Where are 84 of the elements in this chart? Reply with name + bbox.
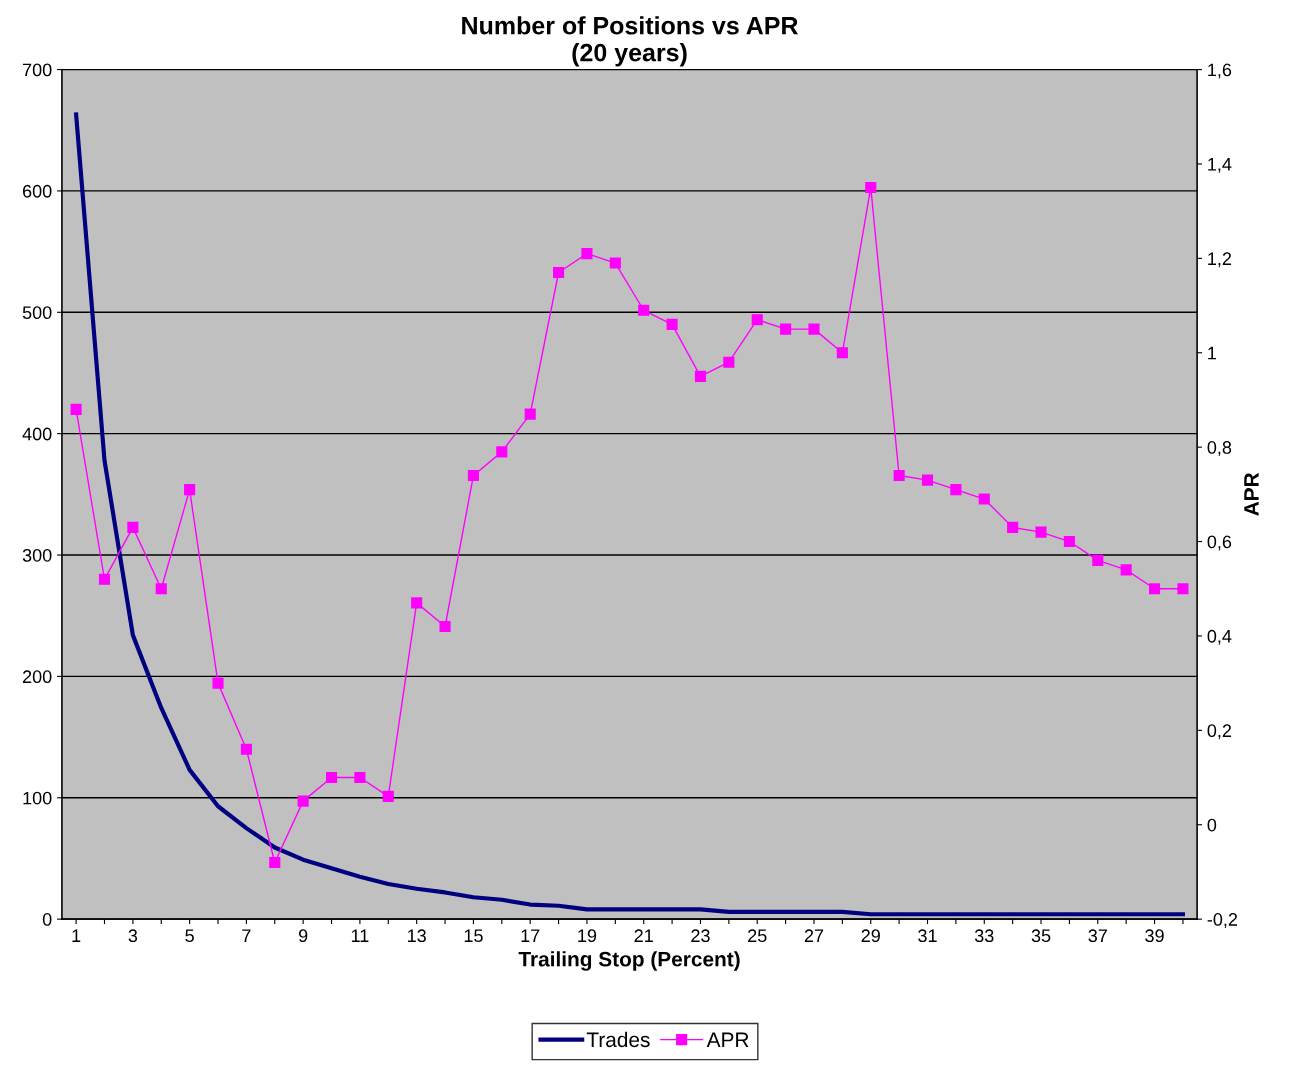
y-tick-label: 100 xyxy=(23,791,52,805)
y2-tick-label: 1,2 xyxy=(1208,252,1232,268)
x-tick-label: 35 xyxy=(1031,929,1051,943)
x-tick-label: 5 xyxy=(185,929,194,943)
point xyxy=(467,469,479,482)
y-tick-label: 700 xyxy=(23,63,52,77)
point xyxy=(524,408,536,420)
y2-tick-label: -0,2 xyxy=(1207,913,1238,928)
x-tick-label: 27 xyxy=(804,929,824,942)
x-tick-label: 19 xyxy=(578,929,597,943)
y2-tick-label: 1 xyxy=(1208,346,1216,360)
x-tick-label: 37 xyxy=(1088,929,1107,943)
point xyxy=(127,521,139,533)
point xyxy=(297,795,309,807)
y2-tick-label: 0,6 xyxy=(1207,535,1232,551)
y2-tick-label: 1,6 xyxy=(1208,63,1232,79)
y2-axis-title: APR xyxy=(1244,472,1259,516)
y2-tick-label: 1,4 xyxy=(1208,158,1232,173)
legend-label: Trades xyxy=(586,1031,650,1048)
point xyxy=(325,771,338,784)
point xyxy=(638,304,650,316)
point xyxy=(865,181,877,194)
y-tick-label: 300 xyxy=(22,548,52,562)
point xyxy=(1092,554,1104,566)
point xyxy=(411,597,423,609)
point xyxy=(269,856,281,869)
point xyxy=(666,318,678,330)
point xyxy=(780,323,792,335)
point xyxy=(439,620,451,633)
chart-subtitle: (20 years) xyxy=(572,43,687,67)
point xyxy=(212,677,224,689)
point xyxy=(694,370,707,382)
x-tick-label: 21 xyxy=(634,929,653,942)
y2-tick-label: 0,2 xyxy=(1207,724,1232,740)
x-tick-label: 23 xyxy=(691,929,710,943)
y-tick-label: 200 xyxy=(22,670,52,684)
x-tick-label: 29 xyxy=(861,929,880,943)
y-tick-label: 600 xyxy=(22,184,52,198)
point xyxy=(1177,583,1189,595)
point xyxy=(155,583,167,595)
point xyxy=(354,771,366,784)
x-tick-label: 17 xyxy=(521,929,540,942)
point xyxy=(751,314,763,326)
x-tick-label: 31 xyxy=(918,929,937,943)
point xyxy=(1035,526,1047,538)
point xyxy=(978,493,990,505)
point xyxy=(808,323,820,335)
point xyxy=(1007,521,1019,533)
x-tick-label: 39 xyxy=(1145,929,1164,943)
point xyxy=(950,484,962,496)
point xyxy=(893,469,905,482)
point xyxy=(496,446,508,458)
y-tick-label: 0 xyxy=(42,913,52,926)
point xyxy=(1063,535,1075,548)
point xyxy=(921,474,934,486)
point xyxy=(1148,583,1161,595)
chart-title: Number of Positions vs APR xyxy=(462,16,799,35)
y2-tick-label: 0,4 xyxy=(1207,629,1232,645)
point xyxy=(1120,564,1132,576)
y-tick-label: 500 xyxy=(22,306,52,320)
y-tick-label: 400 xyxy=(22,427,52,441)
point xyxy=(553,266,565,279)
x-tick-label: 33 xyxy=(974,929,994,943)
point xyxy=(581,248,593,260)
point xyxy=(240,743,252,755)
legend-label: APR xyxy=(706,1032,749,1047)
point xyxy=(836,347,848,359)
y2-tick-label: 0,8 xyxy=(1207,441,1232,456)
point xyxy=(184,484,196,496)
x-tick-label: 3 xyxy=(128,929,138,943)
point xyxy=(70,403,82,415)
y2-tick-label: 0 xyxy=(1207,818,1217,832)
x-tick-label: 15 xyxy=(464,929,483,943)
point xyxy=(609,257,621,269)
x-tick-label: 13 xyxy=(408,929,426,943)
x-axis-title: Trailing Stop (Percent) xyxy=(518,951,740,971)
point xyxy=(382,790,394,802)
x-tick-label: 25 xyxy=(748,929,767,943)
point xyxy=(723,356,735,368)
x-tick-label: 11 xyxy=(351,929,369,942)
x-tick-label: 7 xyxy=(242,929,251,942)
x-tick-label: 1 xyxy=(72,929,81,942)
x-tick-label: 9 xyxy=(298,929,308,943)
point xyxy=(98,573,111,585)
